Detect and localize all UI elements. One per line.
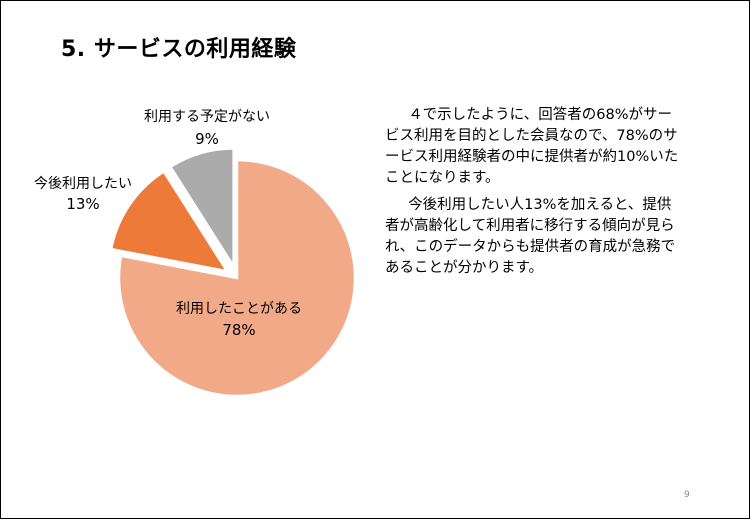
slice-label: 利用したことがある (176, 301, 302, 317)
page-title: 5. サービスの利用経験 (61, 37, 297, 62)
pie-slice (109, 169, 230, 274)
page-number: 9 (684, 490, 690, 500)
paragraph-2: 今後利用したい人13%を加えると、提供者が高齢化して利用者に移行する傾向が見られ… (385, 197, 676, 276)
slice-label: 今後利用したい (34, 176, 132, 192)
slice-label: 利用する予定がない (144, 109, 270, 125)
slice-value-label: 13% (66, 195, 99, 213)
pie-slice (117, 158, 357, 398)
description-text: ４で示したように、回答者の68%がサービス利用を目的とした会員なので、78%のサ… (385, 105, 685, 285)
pie-slice (168, 147, 235, 271)
paragraph-1: ４で示したように、回答者の68%がサービス利用を目的とした会員なので、78%のサ… (385, 107, 679, 186)
slice-value-label: 78% (222, 321, 255, 339)
slice-value-label: 9% (195, 130, 219, 148)
